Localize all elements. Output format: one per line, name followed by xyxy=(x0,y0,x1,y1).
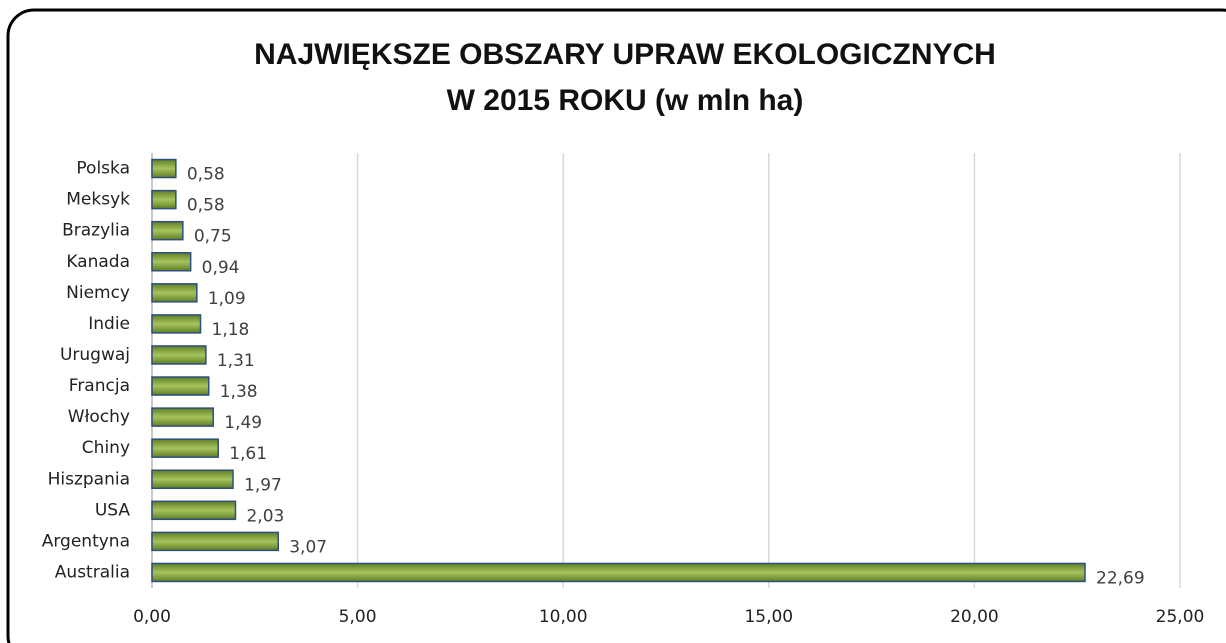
y-tick-label: Włochy xyxy=(68,407,130,427)
y-tick-label: Kanada xyxy=(66,252,130,272)
bar xyxy=(151,500,237,521)
value-label: 0,94 xyxy=(202,258,240,278)
x-tick-label: 10,00 xyxy=(539,607,588,627)
value-label: 1,49 xyxy=(224,413,262,433)
bar xyxy=(151,158,177,179)
y-tick-label: Francja xyxy=(69,376,130,396)
bar xyxy=(151,438,219,458)
y-tick-label: Polska xyxy=(76,159,130,179)
value-label: 0,58 xyxy=(187,165,225,185)
bar xyxy=(151,469,234,489)
y-tick-label: Argentyna xyxy=(42,531,130,551)
value-label: 1,61 xyxy=(229,444,267,464)
value-label: 2,03 xyxy=(246,506,284,526)
value-label: 1,09 xyxy=(208,289,246,309)
chart-title: W 2015 ROKU (w mln ha) xyxy=(447,84,804,117)
y-tick-label: USA xyxy=(95,500,131,520)
x-tick-label: 15,00 xyxy=(744,607,793,627)
bar xyxy=(151,345,207,365)
chart-title: NAJWIĘKSZE OBSZARY UPRAW EKOLOGICZNYCH xyxy=(254,38,996,71)
bar xyxy=(151,562,1086,583)
bar xyxy=(151,314,202,334)
y-tick-label: Urugwaj xyxy=(60,345,130,365)
x-tick-label: 5,00 xyxy=(339,607,377,627)
y-tick-label: Australia xyxy=(55,562,130,582)
value-label: 0,75 xyxy=(194,227,232,247)
bar xyxy=(151,252,192,272)
y-tick-label: Chiny xyxy=(82,438,130,458)
value-label: 0,58 xyxy=(187,196,225,216)
x-tick-label: 25,00 xyxy=(1156,607,1205,627)
chart-border xyxy=(6,8,1226,643)
x-tick-label: 0,00 xyxy=(133,607,171,627)
value-label: 1,38 xyxy=(220,382,258,402)
y-tick-label: Brazylia xyxy=(62,221,130,241)
bar xyxy=(151,189,177,210)
y-tick-label: Hiszpania xyxy=(48,469,130,489)
bar xyxy=(151,283,198,303)
value-label: 3,07 xyxy=(289,537,327,557)
bar xyxy=(151,376,210,396)
x-tick-label: 20,00 xyxy=(950,607,999,627)
bar xyxy=(151,407,215,427)
value-label: 1,31 xyxy=(217,351,255,371)
y-tick-label: Meksyk xyxy=(66,190,130,210)
y-tick-label: Indie xyxy=(88,314,130,334)
bar xyxy=(151,531,279,552)
value-label: 1,18 xyxy=(212,320,250,340)
value-label: 22,69 xyxy=(1096,568,1145,588)
value-label: 1,97 xyxy=(244,475,282,495)
y-tick-label: Niemcy xyxy=(66,283,130,303)
bar xyxy=(151,220,184,241)
